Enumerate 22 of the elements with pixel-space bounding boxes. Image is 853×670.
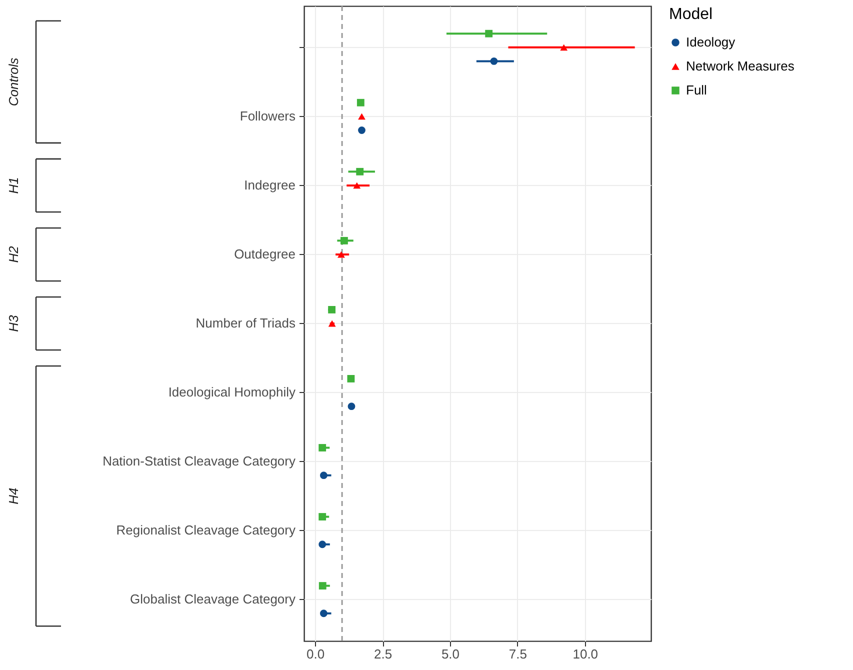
legend-label: Ideology [686, 34, 736, 50]
y-tick-label: Number of Triads [196, 316, 296, 330]
y-tick-label: Indegree [244, 177, 296, 192]
y-tick-label: Nation-Statist Cleavage Category [102, 454, 296, 469]
text: H4 [6, 488, 21, 504]
text: Controls [6, 57, 21, 106]
y-tick-label: Followers [240, 108, 296, 124]
y-tick-label: Globalist Cleavage Category [130, 592, 296, 607]
x-tick-label: 0.0 [306, 646, 325, 662]
y-tick-label: Outdegree [234, 246, 296, 262]
text: H1 [6, 177, 21, 194]
x-tick-label: 7.5 [508, 646, 527, 662]
legend-label: Full [686, 82, 708, 98]
legend-title: Model [669, 6, 713, 23]
text: H3 [6, 314, 21, 332]
y-tick-label: Regionalist Cleavage Category [116, 522, 296, 538]
text: H2 [6, 245, 21, 263]
y-tick-label: Ideological Homophily [168, 384, 296, 400]
x-tick-label: 10.0 [572, 646, 598, 662]
legend-label: Network Measures [686, 58, 795, 74]
x-tick-label: 5.0 [441, 646, 460, 662]
x-tick-label: 2.5 [374, 646, 392, 662]
